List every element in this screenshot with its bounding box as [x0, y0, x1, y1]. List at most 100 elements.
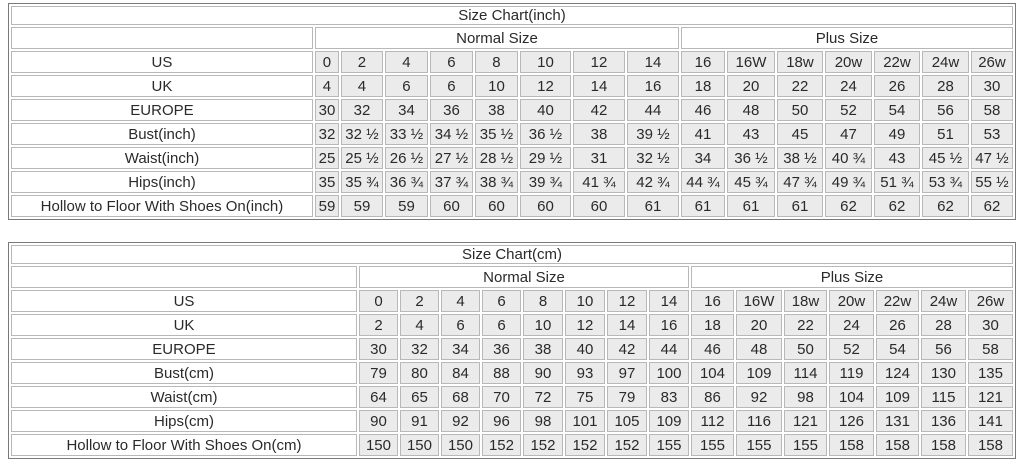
size-value-cell: 68 — [440, 386, 480, 408]
table-row: EUROPE 30 32 34 36 38 40 42 44 46 48 50 52 54 56 58 — [10, 99, 1014, 121]
size-value-cell: 10 — [522, 314, 563, 336]
size-value-cell: 112 — [690, 410, 734, 432]
size-value-cell: 24w — [921, 51, 969, 73]
size-value-cell: 49 — [873, 123, 920, 145]
size-value-cell: 135 — [967, 362, 1013, 384]
plus-size-header: Plus Size — [680, 27, 1014, 49]
row-label: Waist(cm) — [10, 386, 357, 408]
size-value-cell: 22 — [776, 75, 823, 97]
size-value-cell: 12 — [519, 75, 571, 97]
plus-size-header: Plus Size — [690, 266, 1013, 288]
size-value-cell: 4 — [314, 75, 339, 97]
size-value-cell: 50 — [783, 338, 827, 360]
size-value-cell: 62 — [824, 195, 872, 217]
size-value-cell: 36 ½ — [519, 123, 571, 145]
size-value-cell: 109 — [648, 410, 689, 432]
row-label: Bust(cm) — [10, 362, 357, 384]
size-value-cell: 6 — [384, 75, 428, 97]
size-value-cell: 64 — [358, 386, 398, 408]
size-value-cell: 79 — [606, 386, 647, 408]
size-value-cell: 4 — [440, 290, 480, 312]
size-value-cell: 91 — [399, 410, 439, 432]
size-value-cell: 54 — [873, 99, 920, 121]
size-value-cell: 26 — [875, 314, 919, 336]
size-value-cell: 45 — [776, 123, 823, 145]
size-value-cell: 36 ¾ — [384, 171, 428, 193]
size-value-cell: 62 — [921, 195, 969, 217]
size-value-cell: 124 — [875, 362, 919, 384]
size-value-cell: 126 — [828, 410, 874, 432]
size-value-cell: 12 — [572, 51, 625, 73]
size-value-cell: 34 ½ — [429, 123, 473, 145]
size-value-cell: 37 ¾ — [429, 171, 473, 193]
size-value-cell: 35 — [314, 171, 339, 193]
row-label: UK — [10, 75, 313, 97]
size-value-cell: 56 — [920, 338, 966, 360]
size-value-cell: 39 ½ — [626, 123, 679, 145]
group-header-row: Normal Size Plus Size — [10, 266, 1013, 288]
size-value-cell: 30 — [967, 314, 1013, 336]
size-value-cell: 92 — [440, 410, 480, 432]
size-value-cell: 80 — [399, 362, 439, 384]
size-value-cell: 22w — [875, 290, 919, 312]
table-row: Waist(cm) 64 65 68 70 72 75 79 83 86 92 98 104 109 115… — [10, 386, 1013, 408]
size-value-cell: 104 — [690, 362, 734, 384]
size-value-cell: 16W — [726, 51, 775, 73]
size-value-cell: 116 — [735, 410, 782, 432]
size-value-cell: 152 — [564, 434, 605, 456]
size-value-cell: 34 — [440, 338, 480, 360]
size-value-cell: 4 — [340, 75, 383, 97]
size-value-cell: 47 ¾ — [776, 171, 823, 193]
size-value-cell: 31 — [572, 147, 625, 169]
size-value-cell: 28 — [920, 314, 966, 336]
size-value-cell: 70 — [481, 386, 521, 408]
size-value-cell: 114 — [783, 362, 827, 384]
size-value-cell: 56 — [921, 99, 969, 121]
size-value-cell: 16 — [648, 314, 689, 336]
size-value-cell: 2 — [340, 51, 383, 73]
size-value-cell: 90 — [358, 410, 398, 432]
size-value-cell: 35 ½ — [474, 123, 518, 145]
size-value-cell: 10 — [564, 290, 605, 312]
size-value-cell: 33 ½ — [384, 123, 428, 145]
size-value-cell: 4 — [399, 314, 439, 336]
size-value-cell: 2 — [399, 290, 439, 312]
size-value-cell: 158 — [920, 434, 966, 456]
empty-header-cell — [10, 266, 357, 288]
normal-size-header: Normal Size — [314, 27, 679, 49]
size-value-cell: 155 — [735, 434, 782, 456]
size-value-cell: 152 — [522, 434, 563, 456]
table-row: Hollow to Floor With Shoes On(cm) 150 150 1… — [10, 434, 1013, 456]
size-value-cell: 25 — [314, 147, 339, 169]
size-value-cell: 150 — [399, 434, 439, 456]
row-label: Hollow to Floor With Shoes On(inch) — [10, 195, 313, 217]
table-row: Hollow to Floor With Shoes On(inch) 59 59 5… — [10, 195, 1014, 217]
size-value-cell: 36 — [481, 338, 521, 360]
size-value-cell: 30 — [358, 338, 398, 360]
size-value-cell: 72 — [522, 386, 563, 408]
size-value-cell: 18w — [776, 51, 823, 73]
size-chart-cm-table: Size Chart(cm) Normal Size Plus Size US 0… — [7, 242, 1016, 459]
row-label: Hips(cm) — [10, 410, 357, 432]
size-value-cell: 52 — [824, 99, 872, 121]
size-value-cell: 38 — [522, 338, 563, 360]
size-value-cell: 65 — [399, 386, 439, 408]
size-value-cell: 25 ½ — [340, 147, 383, 169]
size-value-cell: 86 — [690, 386, 734, 408]
size-value-cell: 158 — [967, 434, 1013, 456]
size-value-cell: 42 — [606, 338, 647, 360]
size-value-cell: 105 — [606, 410, 647, 432]
row-label: EUROPE — [10, 338, 357, 360]
size-value-cell: 16 — [680, 51, 725, 73]
size-value-cell: 100 — [648, 362, 689, 384]
size-value-cell: 46 — [690, 338, 734, 360]
size-value-cell: 83 — [648, 386, 689, 408]
row-label: Waist(inch) — [10, 147, 313, 169]
size-value-cell: 130 — [920, 362, 966, 384]
size-value-cell: 93 — [564, 362, 605, 384]
size-value-cell: 32 ½ — [340, 123, 383, 145]
size-value-cell: 98 — [783, 386, 827, 408]
size-chart-inch-table: Size Chart(inch) Normal Size Plus Size U… — [7, 3, 1017, 220]
size-value-cell: 18 — [690, 314, 734, 336]
size-value-cell: 30 — [970, 75, 1014, 97]
